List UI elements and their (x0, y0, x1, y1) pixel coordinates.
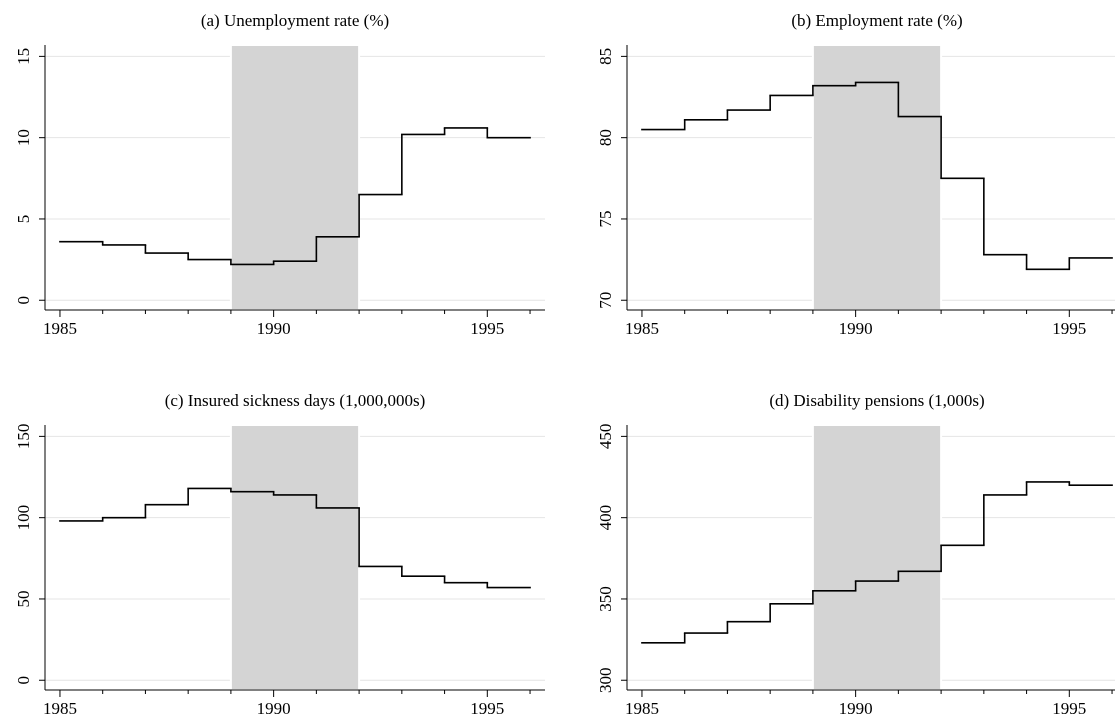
x-tick-label: 1990 (257, 319, 291, 338)
x-tick-label: 1985 (625, 699, 659, 718)
x-tick-label: 1995 (470, 699, 504, 718)
shaded-span (811, 44, 943, 311)
y-tick-label: 100 (14, 505, 33, 531)
y-tick-label: 10 (14, 129, 33, 146)
panel: (b) Employment rate (%) 70 75 80 85 1985 1990 1… (596, 11, 1115, 338)
y-tick-label: 50 (14, 590, 33, 607)
y-tick-label: 75 (596, 210, 615, 227)
y-tick-label: 0 (14, 296, 33, 305)
shaded-span (229, 44, 361, 311)
panel: (d) Disability pensions (1,000s) 300 350 40… (596, 391, 1115, 718)
shaded-span (811, 424, 943, 691)
x-tick-label: 1985 (43, 699, 77, 718)
x-tick-label: 1990 (839, 699, 873, 718)
panel-title: (d) Disability pensions (1,000s) (769, 391, 984, 410)
shaded-span (229, 424, 361, 691)
x-tick-label: 1985 (625, 319, 659, 338)
x-tick-label: 1995 (1052, 319, 1086, 338)
panel-title: (a) Unemployment rate (%) (201, 11, 389, 30)
panel: (c) Insured sickness days (1,000,000s) 0 5… (14, 391, 545, 718)
y-tick-label: 70 (596, 292, 615, 309)
y-tick-label: 300 (596, 667, 615, 693)
y-tick-label: 5 (14, 215, 33, 224)
y-tick-label: 80 (596, 129, 615, 146)
y-tick-label: 450 (596, 424, 615, 450)
panel-title: (b) Employment rate (%) (791, 11, 962, 30)
y-tick-label: 85 (596, 48, 615, 65)
y-tick-label: 150 (14, 424, 33, 450)
y-tick-label: 0 (14, 676, 33, 685)
x-tick-label: 1990 (839, 319, 873, 338)
x-tick-label: 1985 (43, 319, 77, 338)
y-tick-label: 15 (14, 48, 33, 65)
y-tick-label: 350 (596, 586, 615, 612)
x-tick-label: 1990 (257, 699, 291, 718)
x-tick-label: 1995 (470, 319, 504, 338)
panel: (a) Unemployment rate (%) 0 5 10 15 1985 1990 1… (14, 11, 545, 338)
panel-title: (c) Insured sickness days (1,000,000s) (165, 391, 426, 410)
y-tick-label: 400 (596, 505, 615, 531)
x-tick-label: 1995 (1052, 699, 1086, 718)
